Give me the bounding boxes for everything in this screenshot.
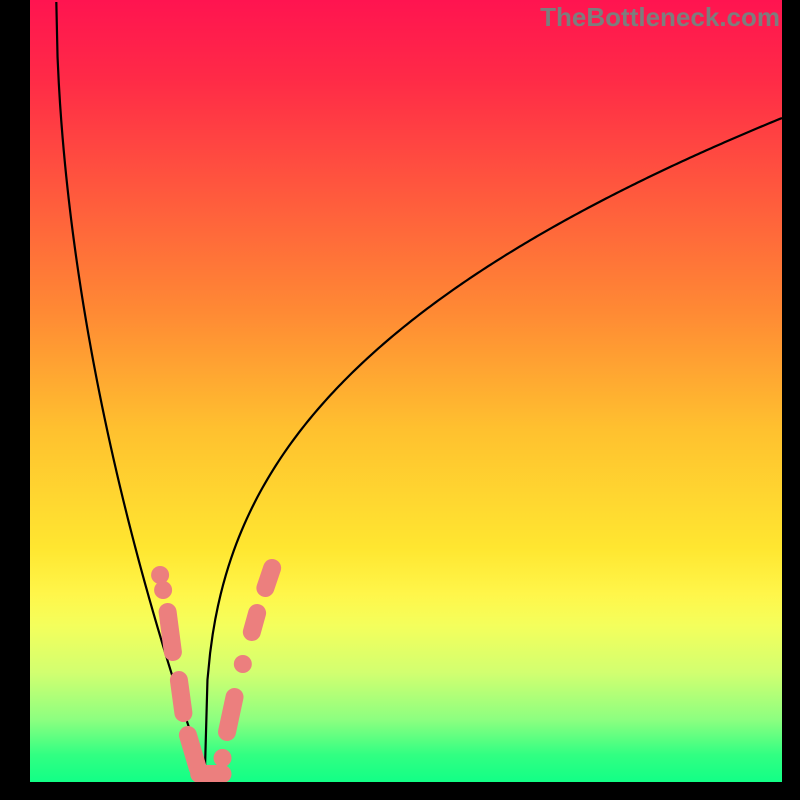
marker-point [151,566,169,584]
plot-area [30,0,782,782]
marker-capsule [265,568,272,588]
marker-capsule [252,613,257,632]
marker-capsule [179,680,184,713]
axis-border-bottom [0,782,800,800]
chart-frame: TheBottleneck.com [0,0,800,800]
marker-point [154,581,172,599]
bottleneck-curve [56,2,782,774]
marker-point [234,655,252,673]
marker-capsule [188,735,198,768]
marker-capsule [227,697,235,732]
watermark-text: TheBottleneck.com [540,2,780,33]
curve-layer [30,0,782,782]
axis-border-right [782,0,800,800]
marker-point [214,749,232,767]
marker-group [151,566,272,774]
axis-border-left [0,0,30,800]
marker-capsule [168,612,173,652]
